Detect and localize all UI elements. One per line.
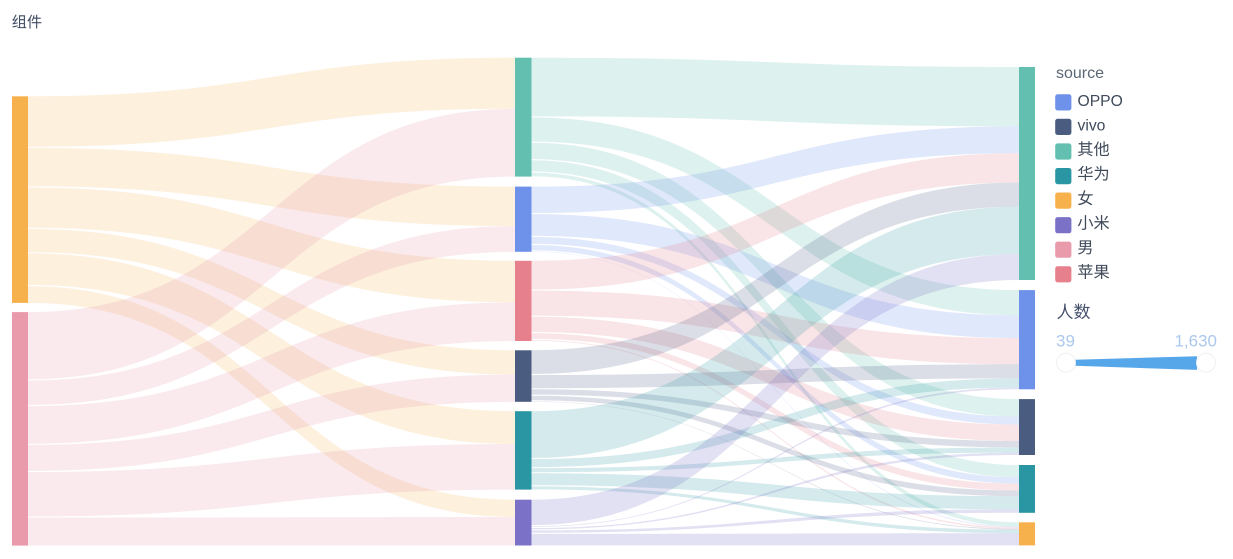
svg-text:39: 39 — [1056, 332, 1075, 351]
svg-text:OPPO: OPPO — [1078, 93, 1123, 110]
svg-text:1,630: 1,630 — [1174, 332, 1217, 351]
svg-text:source: source — [1056, 65, 1104, 82]
svg-text:vivo: vivo — [1078, 117, 1106, 134]
